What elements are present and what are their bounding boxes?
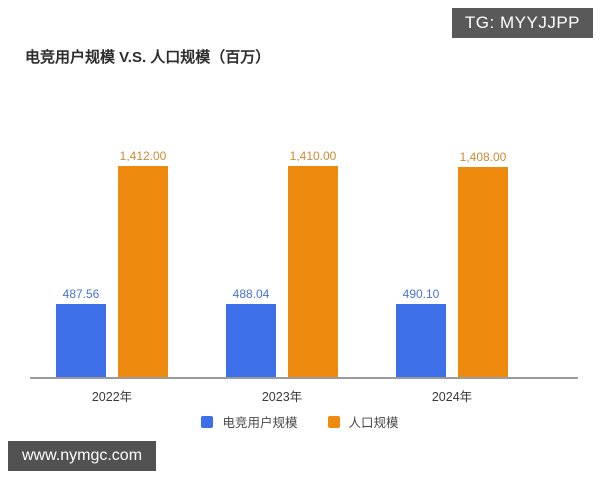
x-tick-label: 2024年 — [431, 390, 473, 404]
bar-population — [288, 166, 338, 377]
bar-column: 1,410.00 — [288, 149, 338, 377]
legend-swatch — [201, 415, 214, 428]
legend: 电竞用户规模 人口规模 — [0, 412, 600, 431]
legend-item: 人口规模 — [327, 412, 399, 431]
bar-column: 1,412.00 — [118, 149, 168, 377]
bar-esports-users — [396, 304, 446, 377]
legend-label: 人口规模 — [348, 416, 399, 430]
bar-value-label: 488.04 — [232, 287, 270, 301]
chart-title: 电竞用户规模 V.S. 人口规模（百万） — [25, 49, 271, 66]
bar-group-2023年: 488.04 1,410.00 — [226, 149, 338, 377]
tg-badge: TG: MYYJJPP — [451, 8, 593, 38]
bar-value-label: 1,412.00 — [119, 149, 167, 163]
x-axis-labels: 2022年 2023年 2024年 — [56, 386, 508, 405]
bar-group-2022年: 487.56 1,412.00 — [56, 149, 168, 377]
legend-item: 电竞用户规模 — [201, 412, 298, 431]
legend-label: 电竞用户规模 — [222, 416, 298, 430]
bar-column: 487.56 — [56, 287, 106, 377]
bar-esports-users — [226, 304, 276, 377]
bar-column: 1,408.00 — [458, 150, 508, 377]
bar-value-label: 1,408.00 — [459, 150, 507, 164]
bar-column: 490.10 — [396, 287, 446, 377]
bar-column: 488.04 — [226, 287, 276, 377]
bars-row: 487.56 1,412.00 488.04 1,410.00 490.10 1,408.… — [56, 149, 508, 377]
bar-value-label: 1,410.00 — [289, 149, 337, 163]
bar-population — [118, 166, 168, 377]
x-tick-label: 2023年 — [261, 390, 303, 404]
watermark: www.nymgc.com — [8, 441, 157, 471]
x-tick-label: 2022年 — [91, 390, 133, 404]
bar-group-2024年: 490.10 1,408.00 — [396, 150, 508, 377]
bar-value-label: 487.56 — [62, 287, 100, 301]
legend-swatch — [327, 415, 340, 428]
bar-esports-users — [56, 304, 106, 377]
bar-value-label: 490.10 — [402, 287, 440, 301]
bar-population — [458, 167, 508, 377]
x-axis-line — [30, 377, 578, 379]
